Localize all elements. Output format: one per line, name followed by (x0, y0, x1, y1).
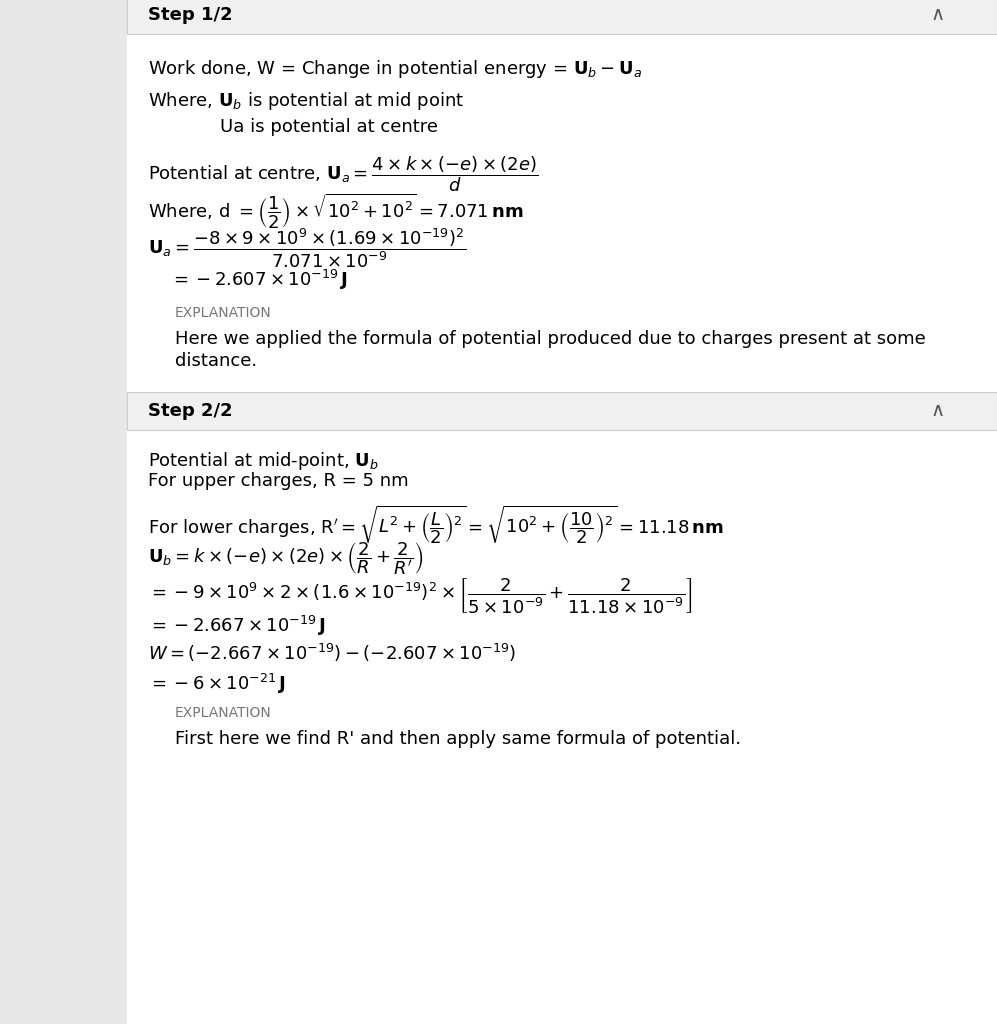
Text: Here we applied the formula of potential produced due to charges present at some: Here we applied the formula of potential… (175, 330, 926, 348)
Text: $\mathbf{U}_b = k\times(-e)\times(2e)\times\left(\dfrac{2}{R} + \dfrac{2}{R'}\ri: $\mathbf{U}_b = k\times(-e)\times(2e)\ti… (148, 540, 424, 577)
Text: Where, $\mathbf{U}_b$ is potential at mid point: Where, $\mathbf{U}_b$ is potential at mi… (148, 90, 464, 112)
Text: $= -9\times10^9\times2\times\left(1.6\times10^{-19}\right)^2\times\left[\dfrac{2: $= -9\times10^9\times2\times\left(1.6\ti… (148, 575, 693, 615)
Text: For upper charges, R = 5 nm: For upper charges, R = 5 nm (148, 472, 409, 490)
Text: Potential at mid-point, $\mathbf{U}_b$: Potential at mid-point, $\mathbf{U}_b$ (148, 450, 379, 472)
Text: For lower charges, R$' = \sqrt{L^2 + \left(\dfrac{L}{2}\right)^2} = \sqrt{10^2 +: For lower charges, R$' = \sqrt{L^2 + \le… (148, 504, 724, 547)
Text: Potential at centre, $\mathbf{U}_a = \dfrac{4\times k\times(-e)\times(2e)}{d}$: Potential at centre, $\mathbf{U}_a = \df… (148, 154, 538, 194)
Text: $= -2.667\times10^{-19}\,\mathbf{J}$: $= -2.667\times10^{-19}\,\mathbf{J}$ (148, 614, 326, 638)
Text: Work done, W = Change in potential energy = $\mathbf{U}_b - \mathbf{U}_a$: Work done, W = Change in potential energ… (148, 58, 642, 80)
Text: EXPLANATION: EXPLANATION (175, 306, 272, 319)
Text: Ua is potential at centre: Ua is potential at centre (220, 118, 438, 136)
Bar (127, 392, 997, 430)
Text: Step 2/2: Step 2/2 (148, 402, 232, 420)
Text: Where, d $= \left(\dfrac{1}{2}\right) \times \sqrt{10^2 + 10^2} = 7.071\,\mathbf: Where, d $= \left(\dfrac{1}{2}\right) \t… (148, 193, 523, 231)
Text: distance.: distance. (175, 352, 257, 370)
Text: Step 1/2: Step 1/2 (148, 6, 232, 24)
Text: $= -6\times10^{-21}\,\mathbf{J}$: $= -6\times10^{-21}\,\mathbf{J}$ (148, 672, 286, 696)
Text: ∧: ∧ (930, 5, 944, 25)
Text: $= -2.607\times10^{-19}\,\mathbf{J}$: $= -2.607\times10^{-19}\,\mathbf{J}$ (170, 268, 348, 292)
Bar (0, 0, 127, 1024)
Text: $\mathbf{U}_a = \dfrac{-8\times9\times10^9\times(1.69\times10^{-19})^2}{7.071\ti: $\mathbf{U}_a = \dfrac{-8\times9\times10… (148, 226, 466, 270)
Text: First here we find R' and then apply same formula of potential.: First here we find R' and then apply sam… (175, 730, 741, 748)
Bar (127, 0, 997, 34)
Bar (127, 0, 997, 1024)
Text: $W = \left(-2.667\times10^{-19}\right) - \left(-2.607\times10^{-19}\right)$: $W = \left(-2.667\times10^{-19}\right) -… (148, 642, 516, 665)
Text: EXPLANATION: EXPLANATION (175, 706, 272, 720)
Text: ∧: ∧ (930, 401, 944, 421)
